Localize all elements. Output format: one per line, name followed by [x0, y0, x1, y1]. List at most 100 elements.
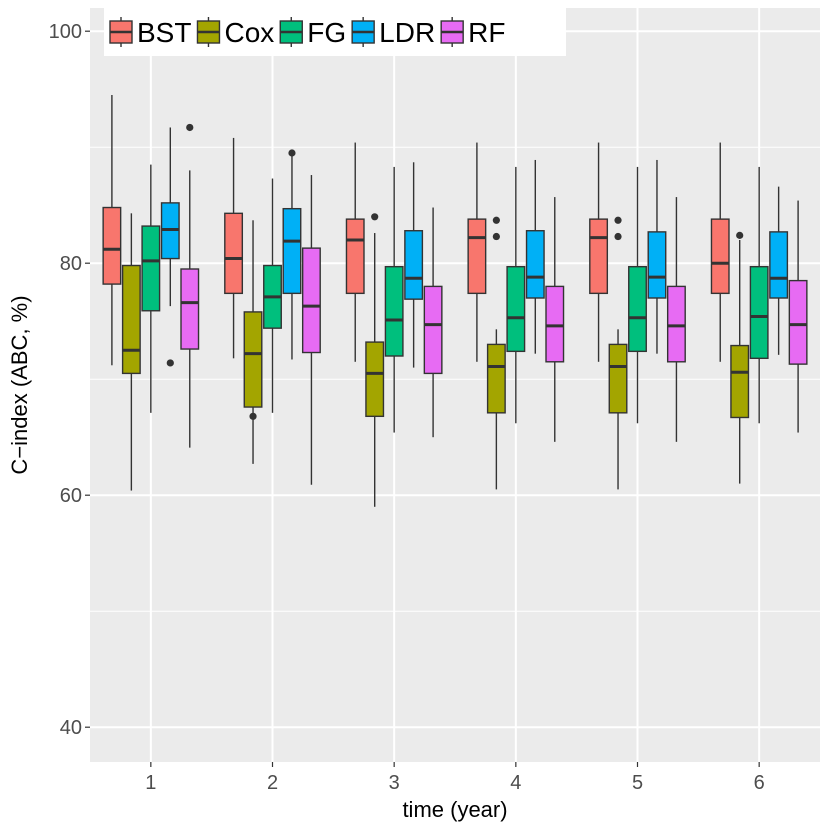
box-ldr-2: [282, 149, 302, 360]
box-body: [345, 218, 365, 295]
x-axis-title: time (year): [402, 797, 507, 822]
box-body: [666, 285, 686, 363]
outlier-point: [492, 216, 500, 224]
outlier-point: [249, 412, 257, 420]
x-tick-label: 2: [267, 772, 278, 794]
x-tick-label: 3: [389, 772, 400, 794]
outlier-point: [736, 231, 744, 239]
series-ldr: [160, 127, 789, 368]
legend-item-rf: RF: [440, 17, 506, 48]
box-body: [730, 344, 750, 419]
box-body: [121, 264, 141, 375]
x-tick-label: 1: [145, 772, 156, 794]
box-body: [365, 341, 385, 418]
box-body: [525, 230, 545, 299]
box-fg-5: [628, 166, 647, 424]
box-ldr-4: [525, 159, 545, 354]
box-body: [141, 225, 161, 312]
box-body: [102, 206, 122, 285]
box-fg-1: [141, 164, 161, 413]
legend-item-bst: BST: [109, 17, 191, 48]
box-body: [589, 218, 609, 295]
box-cox-2: [243, 220, 263, 464]
box-body: [769, 231, 789, 299]
series-fg: [141, 164, 769, 433]
y-axis-title: C−index (ABC, %): [7, 295, 32, 474]
box-fg-3: [384, 166, 404, 433]
box-bst-1: [102, 95, 122, 366]
box-body: [506, 265, 526, 353]
box-body: [545, 285, 565, 363]
series-rf: [180, 123, 808, 485]
box-body: [710, 218, 730, 295]
outlier-point: [371, 213, 379, 221]
box-body: [788, 279, 808, 365]
box-body: [180, 268, 200, 350]
box-ldr-6: [769, 186, 789, 355]
y-tick-label: 100: [49, 21, 82, 43]
box-bst-3: [345, 142, 365, 362]
box-cox-1: [121, 213, 141, 491]
box-rf-5: [666, 197, 686, 442]
y-tick-label: 40: [60, 717, 82, 739]
plot-panel: [90, 8, 820, 762]
legend: BST Cox FG LDR RF: [104, 8, 566, 56]
series-cox: [121, 213, 750, 507]
legend-label: BST: [137, 17, 191, 48]
y-axis: 40 60 80 100: [49, 21, 90, 739]
series-bst: [102, 95, 730, 366]
box-bst-2: [224, 137, 244, 359]
box-rf-1: [180, 123, 200, 448]
x-tick-label: 4: [510, 772, 521, 794]
box-body: [628, 265, 647, 353]
outlier-point: [186, 123, 194, 132]
box-fg-4: [506, 166, 526, 424]
box-rf-2: [301, 175, 321, 485]
box-body: [224, 212, 244, 295]
box-body: [608, 343, 628, 414]
box-fg-6: [749, 166, 769, 424]
box-body: [384, 265, 404, 357]
outlier-point: [166, 359, 174, 367]
legend-label: RF: [468, 17, 505, 48]
legend-label: Cox: [224, 17, 274, 48]
x-tick-label: 5: [632, 772, 643, 794]
y-tick-label: 60: [60, 485, 82, 507]
box-fg-2: [263, 178, 282, 413]
box-series-group: [102, 95, 808, 507]
box-ldr-1: [160, 127, 180, 367]
legend-item-ldr: LDR: [351, 17, 435, 48]
outlier-point: [288, 149, 296, 157]
x-axis: 1 2 3 4 5 6: [145, 762, 765, 794]
outlier-point: [614, 216, 622, 224]
box-body: [404, 230, 424, 300]
legend-label: FG: [307, 17, 346, 48]
outlier-point: [614, 232, 622, 241]
box-bst-6: [710, 142, 730, 362]
box-cox-6: [730, 231, 750, 484]
box-rf-3: [423, 207, 443, 438]
box-ldr-5: [647, 159, 667, 354]
minor-gridlines: [90, 146, 820, 612]
box-body: [486, 343, 506, 414]
legend-item-fg: FG: [279, 17, 346, 48]
box-ldr-3: [404, 162, 424, 368]
y-tick-label: 80: [60, 253, 82, 275]
box-body: [243, 311, 263, 408]
box-body: [647, 231, 667, 299]
legend-label: LDR: [379, 17, 435, 48]
legend-item-cox: Cox: [196, 17, 274, 48]
box-cox-4: [486, 216, 506, 490]
box-body: [423, 285, 443, 375]
outlier-point: [492, 232, 500, 241]
legend-background: [104, 8, 566, 56]
x-tick-label: 6: [754, 772, 765, 794]
box-body: [467, 218, 487, 295]
box-rf-6: [788, 200, 808, 433]
box-cox-3: [365, 213, 385, 507]
box-cox-5: [608, 216, 628, 490]
box-bst-4: [467, 142, 487, 362]
box-body: [749, 265, 769, 360]
box-body: [301, 247, 321, 354]
